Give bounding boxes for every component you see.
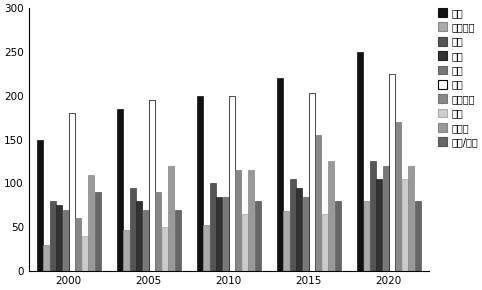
Bar	[123, 230, 129, 271]
Bar	[242, 214, 248, 271]
Bar	[117, 109, 123, 271]
Bar	[376, 179, 382, 271]
Bar	[156, 192, 161, 271]
Bar	[357, 52, 363, 271]
Bar	[402, 179, 408, 271]
Bar	[415, 201, 421, 271]
Bar	[174, 210, 181, 271]
Bar	[197, 96, 203, 271]
Bar	[283, 211, 289, 271]
Bar	[389, 74, 395, 271]
Bar	[43, 245, 49, 271]
Bar	[277, 78, 283, 271]
Bar	[328, 162, 334, 271]
Bar	[210, 183, 216, 271]
Bar	[296, 188, 302, 271]
Bar	[50, 201, 56, 271]
Bar	[248, 170, 254, 271]
Bar	[216, 197, 222, 271]
Bar	[82, 236, 88, 271]
Bar	[316, 135, 321, 271]
Bar	[236, 170, 241, 271]
Bar	[254, 201, 261, 271]
Bar	[88, 175, 94, 271]
Bar	[37, 139, 43, 271]
Bar	[143, 210, 148, 271]
Bar	[290, 179, 296, 271]
Bar	[309, 93, 315, 271]
Bar	[149, 100, 155, 271]
Bar	[408, 166, 414, 271]
Bar	[383, 166, 388, 271]
Bar	[76, 218, 81, 271]
Bar	[322, 214, 328, 271]
Bar	[63, 210, 68, 271]
Bar	[335, 201, 341, 271]
Bar	[69, 113, 75, 271]
Bar	[168, 166, 174, 271]
Bar	[396, 122, 402, 271]
Bar	[130, 188, 136, 271]
Bar	[229, 96, 235, 271]
Bar	[303, 197, 308, 271]
Bar	[223, 197, 228, 271]
Bar	[363, 201, 369, 271]
Bar	[370, 162, 376, 271]
Bar	[203, 225, 209, 271]
Bar	[162, 227, 168, 271]
Bar	[136, 201, 142, 271]
Bar	[56, 205, 62, 271]
Bar	[94, 192, 101, 271]
Legend: 커튼, 블라인드, 벽지, 카펫, 모포, 쉬트, 침대덮개, 커버, 와이퍼, 행주/타올: 커튼, 블라인드, 벽지, 카펫, 모포, 쉬트, 침대덮개, 커버, 와이퍼,…	[438, 8, 478, 147]
